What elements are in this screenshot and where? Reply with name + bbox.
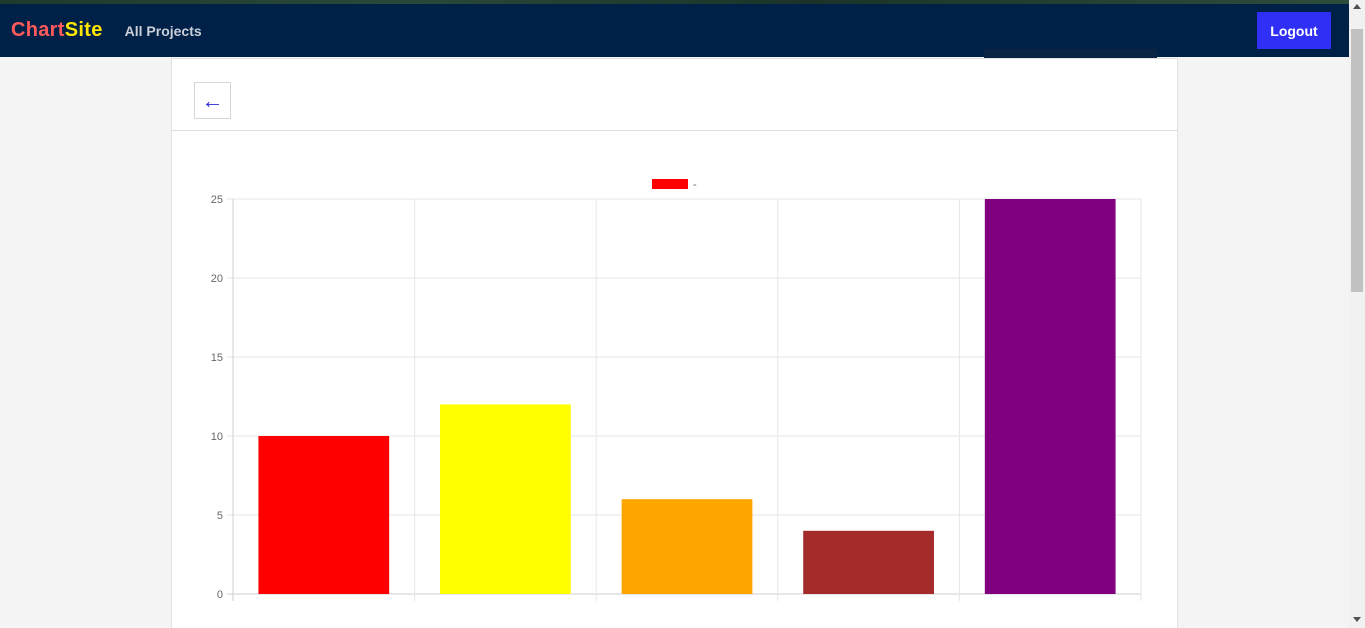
top-background-strip <box>0 0 1349 4</box>
scroll-down-arrow-icon[interactable] <box>1353 617 1361 622</box>
bar <box>258 436 390 594</box>
y-tick-label: 10 <box>211 431 223 443</box>
navbar: ChartSite All Projects Logout <box>0 4 1349 57</box>
vertical-scrollbar[interactable] <box>1349 0 1365 628</box>
legend-swatch <box>652 179 688 189</box>
bar <box>621 499 753 594</box>
brand-logo[interactable]: ChartSite <box>11 19 103 42</box>
arrow-left-icon: ← <box>201 88 224 113</box>
brand-part-chart: Chart <box>11 19 65 41</box>
bar <box>440 404 571 594</box>
y-tick-label: 5 <box>217 510 223 522</box>
card-header: ← <box>172 59 1177 131</box>
y-tick-label: 25 <box>211 194 223 206</box>
brand-part-site: Site <box>64 19 103 41</box>
legend-label: - <box>693 179 697 191</box>
scroll-thumb[interactable] <box>1351 29 1363 292</box>
bar <box>984 199 1116 594</box>
y-tick-label: 20 <box>211 273 223 285</box>
scroll-up-arrow-icon[interactable] <box>1353 4 1361 9</box>
nav-all-projects[interactable]: All Projects <box>124 22 202 39</box>
logout-button[interactable]: Logout <box>1257 12 1331 49</box>
y-tick-label: 0 <box>217 589 223 601</box>
bar <box>803 530 934 594</box>
y-tick-label: 15 <box>211 352 223 364</box>
back-button[interactable]: ← <box>194 82 231 119</box>
